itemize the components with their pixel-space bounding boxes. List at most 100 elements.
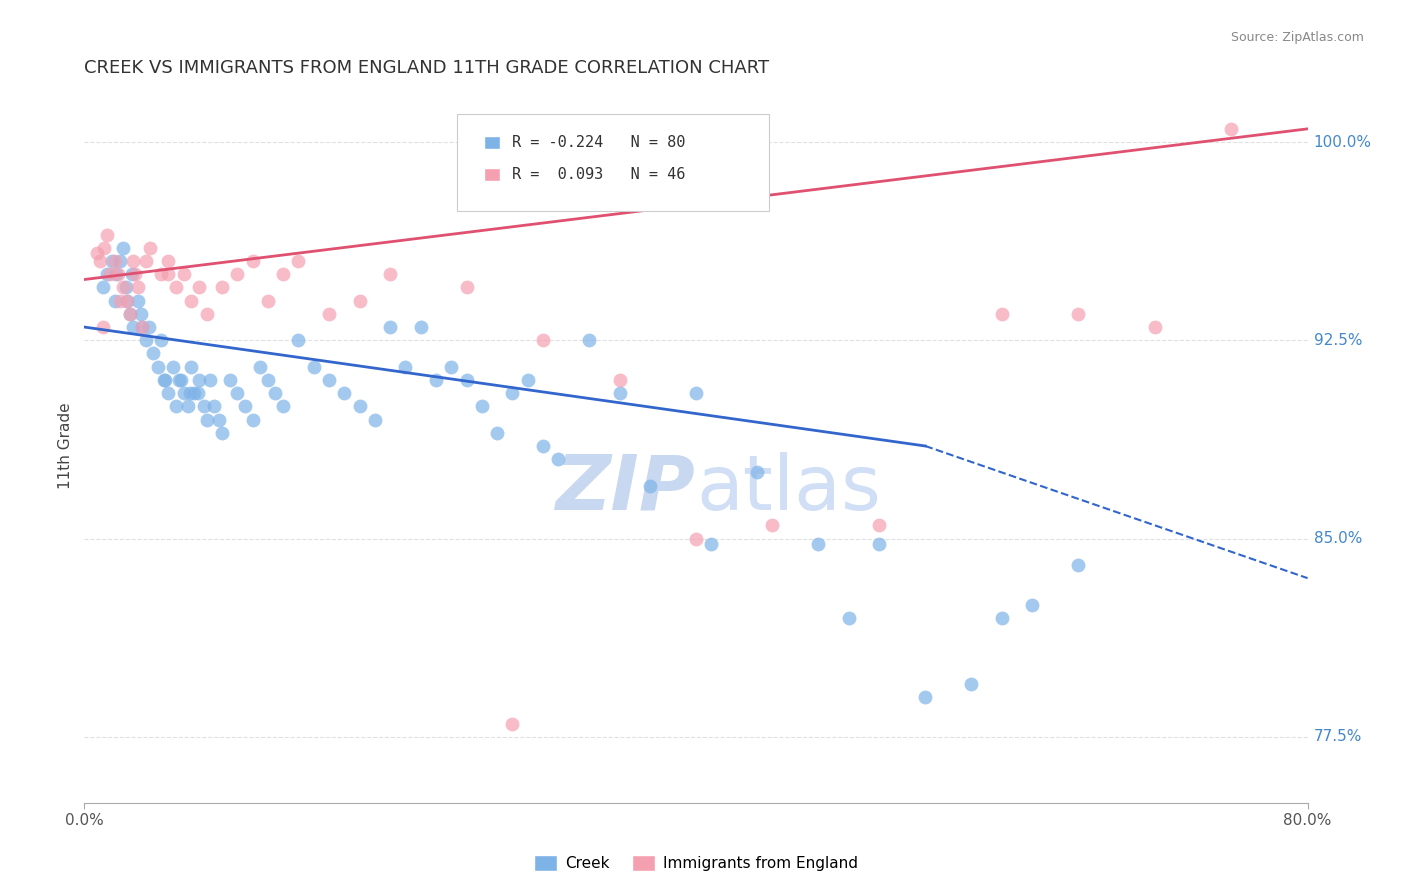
Point xyxy=(165,280,187,294)
Point xyxy=(364,412,387,426)
Point xyxy=(173,386,195,401)
Point xyxy=(96,227,118,242)
Text: Source: ZipAtlas.com: Source: ZipAtlas.com xyxy=(1230,31,1364,45)
Point xyxy=(155,373,177,387)
Text: CREEK VS IMMIGRANTS FROM ENGLAND 11TH GRADE CORRELATION CHART: CREEK VS IMMIGRANTS FROM ENGLAND 11TH GR… xyxy=(84,59,769,77)
Point xyxy=(104,254,127,268)
Point xyxy=(122,320,145,334)
Point xyxy=(685,532,707,546)
Point xyxy=(211,425,233,440)
Point xyxy=(349,400,371,414)
Point xyxy=(157,386,180,401)
Point xyxy=(264,386,287,401)
Point xyxy=(1067,307,1090,321)
Point xyxy=(501,716,523,731)
Point xyxy=(501,386,523,401)
Point xyxy=(108,293,131,308)
Point xyxy=(1067,558,1090,572)
Point xyxy=(531,439,554,453)
Point xyxy=(98,267,121,281)
Point xyxy=(456,280,478,294)
Point xyxy=(914,690,936,704)
Point xyxy=(107,267,129,281)
Point xyxy=(127,280,149,294)
Point xyxy=(142,346,165,360)
Point xyxy=(745,466,768,480)
Point xyxy=(180,359,202,374)
Point xyxy=(318,307,340,321)
Point xyxy=(287,333,309,347)
Point xyxy=(96,267,118,281)
Y-axis label: 11th Grade: 11th Grade xyxy=(58,402,73,490)
Point xyxy=(1021,598,1043,612)
Point xyxy=(226,386,249,401)
Point xyxy=(188,280,211,294)
Text: ZIP: ZIP xyxy=(557,452,696,525)
Point xyxy=(129,307,152,321)
Point xyxy=(195,412,218,426)
Point xyxy=(101,254,124,268)
Text: R =  0.093   N = 46: R = 0.093 N = 46 xyxy=(512,168,685,182)
Text: 85.0%: 85.0% xyxy=(1313,531,1362,546)
Point xyxy=(807,537,830,551)
Point xyxy=(226,267,249,281)
Legend: Creek, Immigrants from England: Creek, Immigrants from England xyxy=(529,849,863,877)
Point xyxy=(111,280,134,294)
Point xyxy=(211,280,233,294)
Point xyxy=(456,373,478,387)
Point xyxy=(198,373,221,387)
Point xyxy=(333,386,356,401)
Point xyxy=(170,373,193,387)
Point xyxy=(111,241,134,255)
FancyBboxPatch shape xyxy=(457,114,769,211)
Point xyxy=(138,320,160,334)
Point xyxy=(146,359,169,374)
Point xyxy=(183,386,205,401)
Point xyxy=(153,373,176,387)
Point xyxy=(105,267,128,281)
Point xyxy=(869,518,891,533)
Point xyxy=(186,386,208,401)
Point xyxy=(120,307,142,321)
Point xyxy=(218,373,240,387)
Point xyxy=(121,267,143,281)
Point xyxy=(93,241,115,255)
Point xyxy=(114,280,136,294)
Point xyxy=(179,386,201,401)
Point xyxy=(242,254,264,268)
Point xyxy=(440,359,463,374)
Point xyxy=(104,293,127,308)
Point xyxy=(89,254,111,268)
Point xyxy=(165,400,187,414)
Point xyxy=(91,280,114,294)
Point xyxy=(516,373,538,387)
Point xyxy=(242,412,264,426)
Point xyxy=(271,267,294,281)
Text: 77.5%: 77.5% xyxy=(1313,730,1362,744)
Point xyxy=(120,307,142,321)
Point xyxy=(380,267,402,281)
Point xyxy=(249,359,271,374)
Point xyxy=(177,400,200,414)
Point xyxy=(233,400,256,414)
Point xyxy=(869,537,891,551)
Text: 92.5%: 92.5% xyxy=(1313,333,1362,348)
Point xyxy=(609,373,631,387)
Point xyxy=(409,320,432,334)
Text: R = -0.224   N = 80: R = -0.224 N = 80 xyxy=(512,136,685,150)
Point xyxy=(257,373,280,387)
Point xyxy=(122,254,145,268)
Point xyxy=(131,320,153,334)
Point xyxy=(302,359,325,374)
Point xyxy=(638,478,661,492)
Point xyxy=(1143,320,1166,334)
Point xyxy=(318,373,340,387)
Point xyxy=(257,293,280,308)
Point xyxy=(173,267,195,281)
Point xyxy=(271,400,294,414)
Point xyxy=(91,320,114,334)
Text: atlas: atlas xyxy=(696,452,880,525)
Point xyxy=(990,307,1012,321)
Point xyxy=(167,373,190,387)
Point xyxy=(700,537,723,551)
